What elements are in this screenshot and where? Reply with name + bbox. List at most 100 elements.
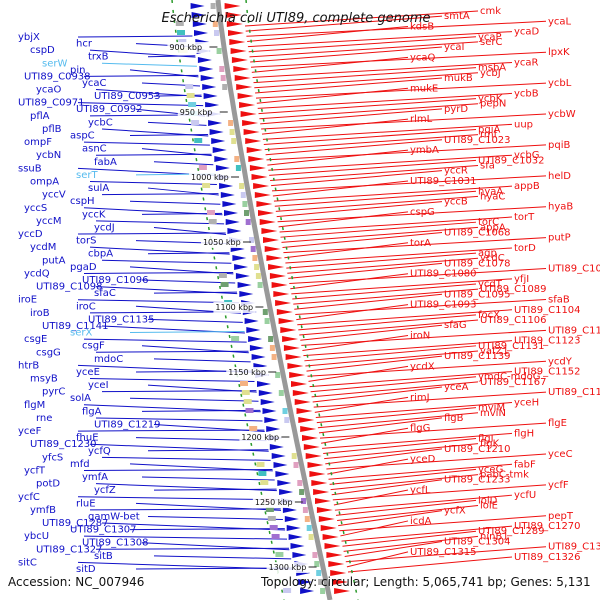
right-gene-label: UTI89_C1123 bbox=[514, 336, 581, 347]
right-label-connector bbox=[347, 556, 513, 573]
kbp-scale-label: 1000 kbp bbox=[191, 173, 229, 182]
left-gene-label: pin bbox=[70, 65, 85, 76]
right-gene-label: hyaA bbox=[478, 186, 503, 197]
right-gene-label: UTI89_C1152 bbox=[514, 367, 581, 378]
forward-strand-cds-mark bbox=[307, 462, 324, 468]
right-label-connector bbox=[334, 494, 513, 511]
right-gene-label: ymdC-mdoG bbox=[478, 372, 541, 383]
right-gene-label: pqiA bbox=[478, 124, 500, 135]
right-gene-label: appA bbox=[480, 222, 506, 233]
cog-category-block bbox=[218, 273, 227, 278]
forward-strand-cds-mark bbox=[231, 57, 248, 63]
right-label-connector bbox=[250, 51, 547, 68]
reverse-strand-cds-mark bbox=[224, 210, 238, 216]
right-gene-label: ycaP bbox=[478, 32, 502, 43]
left-gene-label: sitC bbox=[18, 557, 37, 568]
kbp-label-bg bbox=[177, 107, 220, 118]
right-label-connector bbox=[271, 175, 547, 192]
right-label-connector bbox=[290, 273, 409, 290]
right-label-connector bbox=[254, 72, 479, 89]
cog-category-block bbox=[318, 579, 324, 585]
reverse-strand-cds-mark bbox=[219, 183, 234, 189]
left-gene-label: ycfZ bbox=[94, 485, 116, 496]
forward-strand-cds-mark bbox=[280, 327, 297, 333]
cog-category-block bbox=[269, 525, 278, 530]
left-label-connector bbox=[95, 547, 290, 550]
reverse-strand-cds-mark bbox=[279, 489, 294, 495]
forward-strand-cds-mark bbox=[334, 588, 351, 594]
reverse-strand-cds-mark bbox=[298, 579, 313, 585]
left-gene-label: ycfQ bbox=[88, 446, 111, 457]
left-gene-label: ycbN bbox=[36, 150, 61, 161]
left-gene-label: ycdM bbox=[30, 242, 56, 253]
right-gene-label: UTI89_C1131 bbox=[478, 341, 545, 352]
reverse-strand-cds-mark bbox=[282, 507, 297, 513]
right-label-connector bbox=[342, 530, 477, 547]
forward-strand-cds-mark bbox=[263, 237, 279, 243]
forward-strand-cds-mark bbox=[318, 516, 335, 522]
cog-category-block bbox=[304, 516, 310, 522]
reverse-strand-cds-mark bbox=[258, 390, 273, 396]
reverse-strand-cds-mark bbox=[257, 381, 271, 387]
reverse-strand-cds-mark bbox=[234, 264, 249, 270]
right-gene-label: UTI89_C1089 bbox=[480, 284, 547, 295]
right-label-connector bbox=[324, 443, 479, 460]
right-label-connector bbox=[280, 221, 477, 238]
reverse-strand-cds-mark bbox=[244, 318, 259, 324]
right-gene-label: UTI89_C1116 bbox=[548, 325, 600, 336]
cog-category-block bbox=[220, 282, 229, 287]
right-label-connector bbox=[332, 484, 547, 501]
left-gene-label: fhuE bbox=[76, 433, 99, 444]
right-gene-label: mukB bbox=[444, 73, 473, 84]
right-label-connector bbox=[305, 350, 479, 367]
left-gene-label: pflB bbox=[42, 124, 62, 135]
kbp-label-bg bbox=[252, 497, 295, 508]
left-gene-label: UTI89_C1219 bbox=[94, 420, 161, 431]
right-gene-label: yceD bbox=[410, 454, 436, 465]
left-gene-label: UTI89_C1098 bbox=[36, 282, 103, 293]
genome-track bbox=[171, 0, 359, 600]
cog-category-block bbox=[293, 462, 299, 468]
left-gene-label: torS bbox=[76, 236, 97, 247]
right-gene-label: yceC bbox=[548, 449, 573, 460]
right-label-connector bbox=[262, 123, 513, 140]
right-label-connector bbox=[274, 190, 477, 207]
forward-strand-cds-mark bbox=[264, 246, 281, 252]
kbp-scale-label: 1300 kbp bbox=[269, 563, 307, 572]
left-label-connector bbox=[153, 488, 277, 491]
right-gene-label: sfa bbox=[480, 161, 495, 172]
right-gene-label: fabF bbox=[514, 459, 536, 470]
right-gene-label: UTI89_C1080 bbox=[410, 269, 477, 280]
kbp-label-bg bbox=[239, 432, 282, 443]
cog-category-block bbox=[202, 183, 211, 188]
reverse-strand-cds-mark bbox=[286, 525, 301, 531]
right-gene-label: ycaD bbox=[514, 27, 540, 38]
right-label-connector bbox=[328, 463, 513, 480]
cog-category-block bbox=[178, 39, 187, 44]
forward-strand-cds-mark bbox=[278, 318, 295, 324]
forward-strand-cds-mark bbox=[226, 21, 243, 27]
cog-category-block bbox=[185, 84, 194, 89]
reverse-strand-cds-mark bbox=[209, 129, 224, 135]
left-gene-label: yceF bbox=[18, 426, 42, 437]
right-gene-label: sfaG bbox=[444, 320, 467, 331]
right-label-connector bbox=[287, 257, 479, 274]
left-gene-label: ymfA bbox=[82, 472, 108, 483]
right-label-connector bbox=[268, 154, 513, 171]
left-gene-label: ybcU bbox=[24, 531, 49, 542]
left-label-connector bbox=[77, 429, 265, 432]
left-label-connector bbox=[95, 153, 212, 156]
right-label-connector bbox=[285, 247, 513, 264]
forward-strand-cds-mark bbox=[283, 345, 300, 351]
right-gene-label: ycbK bbox=[478, 94, 503, 105]
left-label-connector bbox=[83, 271, 234, 274]
right-gene-label: mviN bbox=[480, 408, 506, 419]
right-label-connector bbox=[295, 298, 547, 315]
cog-category-block bbox=[312, 552, 318, 558]
right-gene-label: torD bbox=[514, 243, 536, 254]
left-label-connector bbox=[77, 102, 204, 107]
cog-category-block bbox=[219, 66, 225, 72]
left-label-connector bbox=[101, 259, 232, 264]
right-gene-label: smtA bbox=[444, 11, 470, 22]
left-gene-label: sitD bbox=[76, 564, 96, 575]
